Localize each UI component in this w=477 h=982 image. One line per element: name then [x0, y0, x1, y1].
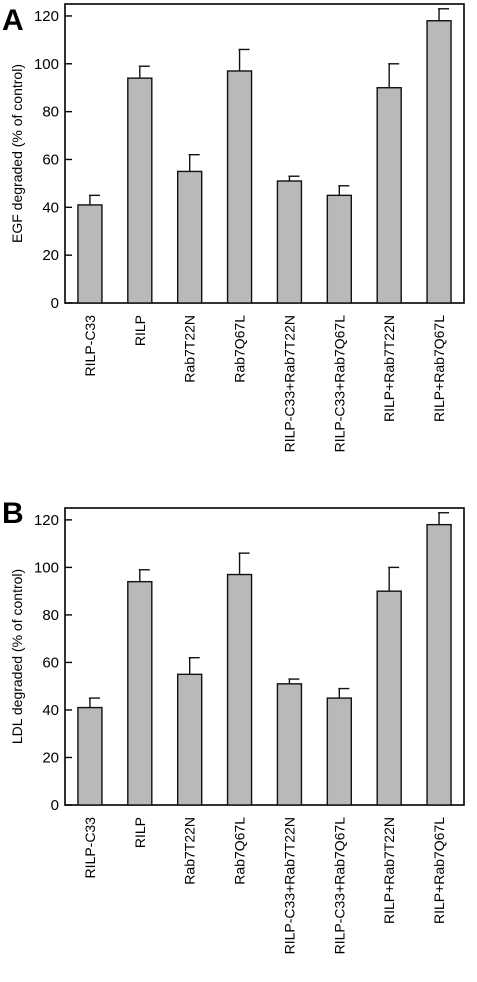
chart1-ytick-label: 120 — [34, 512, 59, 529]
chart0-xtick-label: Rab7T22N — [182, 315, 198, 383]
chart0-xtick-label: RILP-C33+Rab7T22N — [281, 315, 297, 452]
chart0-ytick-label: 60 — [42, 151, 59, 168]
chart-panel-b: B 0 20 40 60 80 100 120 LDL degraded (% of cont… — [0, 491, 477, 982]
panel-b-letter: B — [2, 497, 24, 530]
chart1-bar — [326, 697, 353, 806]
chart0-xtick-label: RILP-C33 — [82, 315, 98, 377]
chart0-xtick-label: RILP — [132, 315, 148, 346]
chart0-ytick-label: 20 — [42, 247, 59, 264]
chart1-ytick-label: 80 — [42, 607, 59, 624]
chart0-ytick-label: 120 — [34, 8, 59, 25]
chart1-bar — [226, 573, 253, 806]
chart1-ylabel: LDL degraded (% of control) — [9, 569, 25, 744]
chart-b-svg: B 0 20 40 60 80 100 120 LDL degraded (% of cont… — [2, 497, 465, 955]
chart1-ytick-label: 60 — [42, 654, 59, 671]
chart1-ytick-label: 40 — [42, 702, 59, 719]
panel-a-letter: A — [2, 4, 24, 37]
chart0-bar — [77, 204, 103, 304]
chart1-xtick-label: RILP+Rab7Q67L — [431, 817, 447, 924]
chart0-ylabel: EGF degraded (% of control) — [9, 64, 25, 243]
chart0-xtick-label: Rab7Q67L — [232, 315, 248, 383]
chart1-ytick-label: 100 — [34, 559, 59, 576]
chart1-xtick-label: RILP — [132, 817, 148, 848]
chart0-bar — [376, 87, 402, 304]
chart0-xtick-label: RILP+Rab7T22N — [381, 315, 397, 422]
chart1-bar — [77, 706, 103, 806]
chart-a-svg: A 0 20 40 60 80 100 120 EGF degraded (% of cont… — [2, 3, 465, 453]
chart1-xtick-label: RILP-C33+Rab7T22N — [281, 817, 297, 954]
chart1-ytick-label: 20 — [42, 749, 59, 766]
chart-panel-a: A 0 20 40 60 80 100 120 EGF degraded (% of cont… — [2, 3, 465, 453]
chart1-xtick-label: RILP+Rab7T22N — [381, 817, 397, 924]
chart0-bar — [127, 77, 153, 304]
chart1-bar — [426, 523, 452, 806]
chart0-xtick-label: RILP+Rab7Q67L — [431, 315, 447, 422]
chart0-bar — [326, 194, 353, 304]
chart0-bar — [226, 70, 253, 304]
chart1-ytick-label: 0 — [51, 797, 59, 814]
chart1-bar — [276, 683, 303, 806]
chart1-xtick-label: RILP-C33+Rab7Q67L — [331, 817, 347, 955]
chart1-bar — [176, 673, 203, 806]
chart0-ytick-label: 0 — [51, 295, 59, 312]
chart0-bar — [276, 180, 303, 304]
chart1-plot-frame — [64, 507, 465, 806]
chart0-ytick-label: 40 — [42, 199, 59, 216]
chart1-bar — [127, 580, 153, 806]
chart0-bar — [426, 20, 452, 304]
chart0-plot-frame — [64, 3, 465, 304]
chart1-xtick-label: Rab7Q67L — [232, 817, 248, 885]
chart0-bar — [176, 170, 203, 304]
chart1-xtick-label: Rab7T22N — [182, 817, 198, 885]
chart1-bar — [376, 590, 402, 806]
chart1-xtick-label: RILP-C33 — [82, 817, 98, 879]
chart0-ytick-label: 100 — [34, 56, 59, 73]
chart0-xtick-label: RILP-C33+Rab7Q67L — [331, 315, 347, 453]
chart0-ytick-label: 80 — [42, 104, 59, 121]
